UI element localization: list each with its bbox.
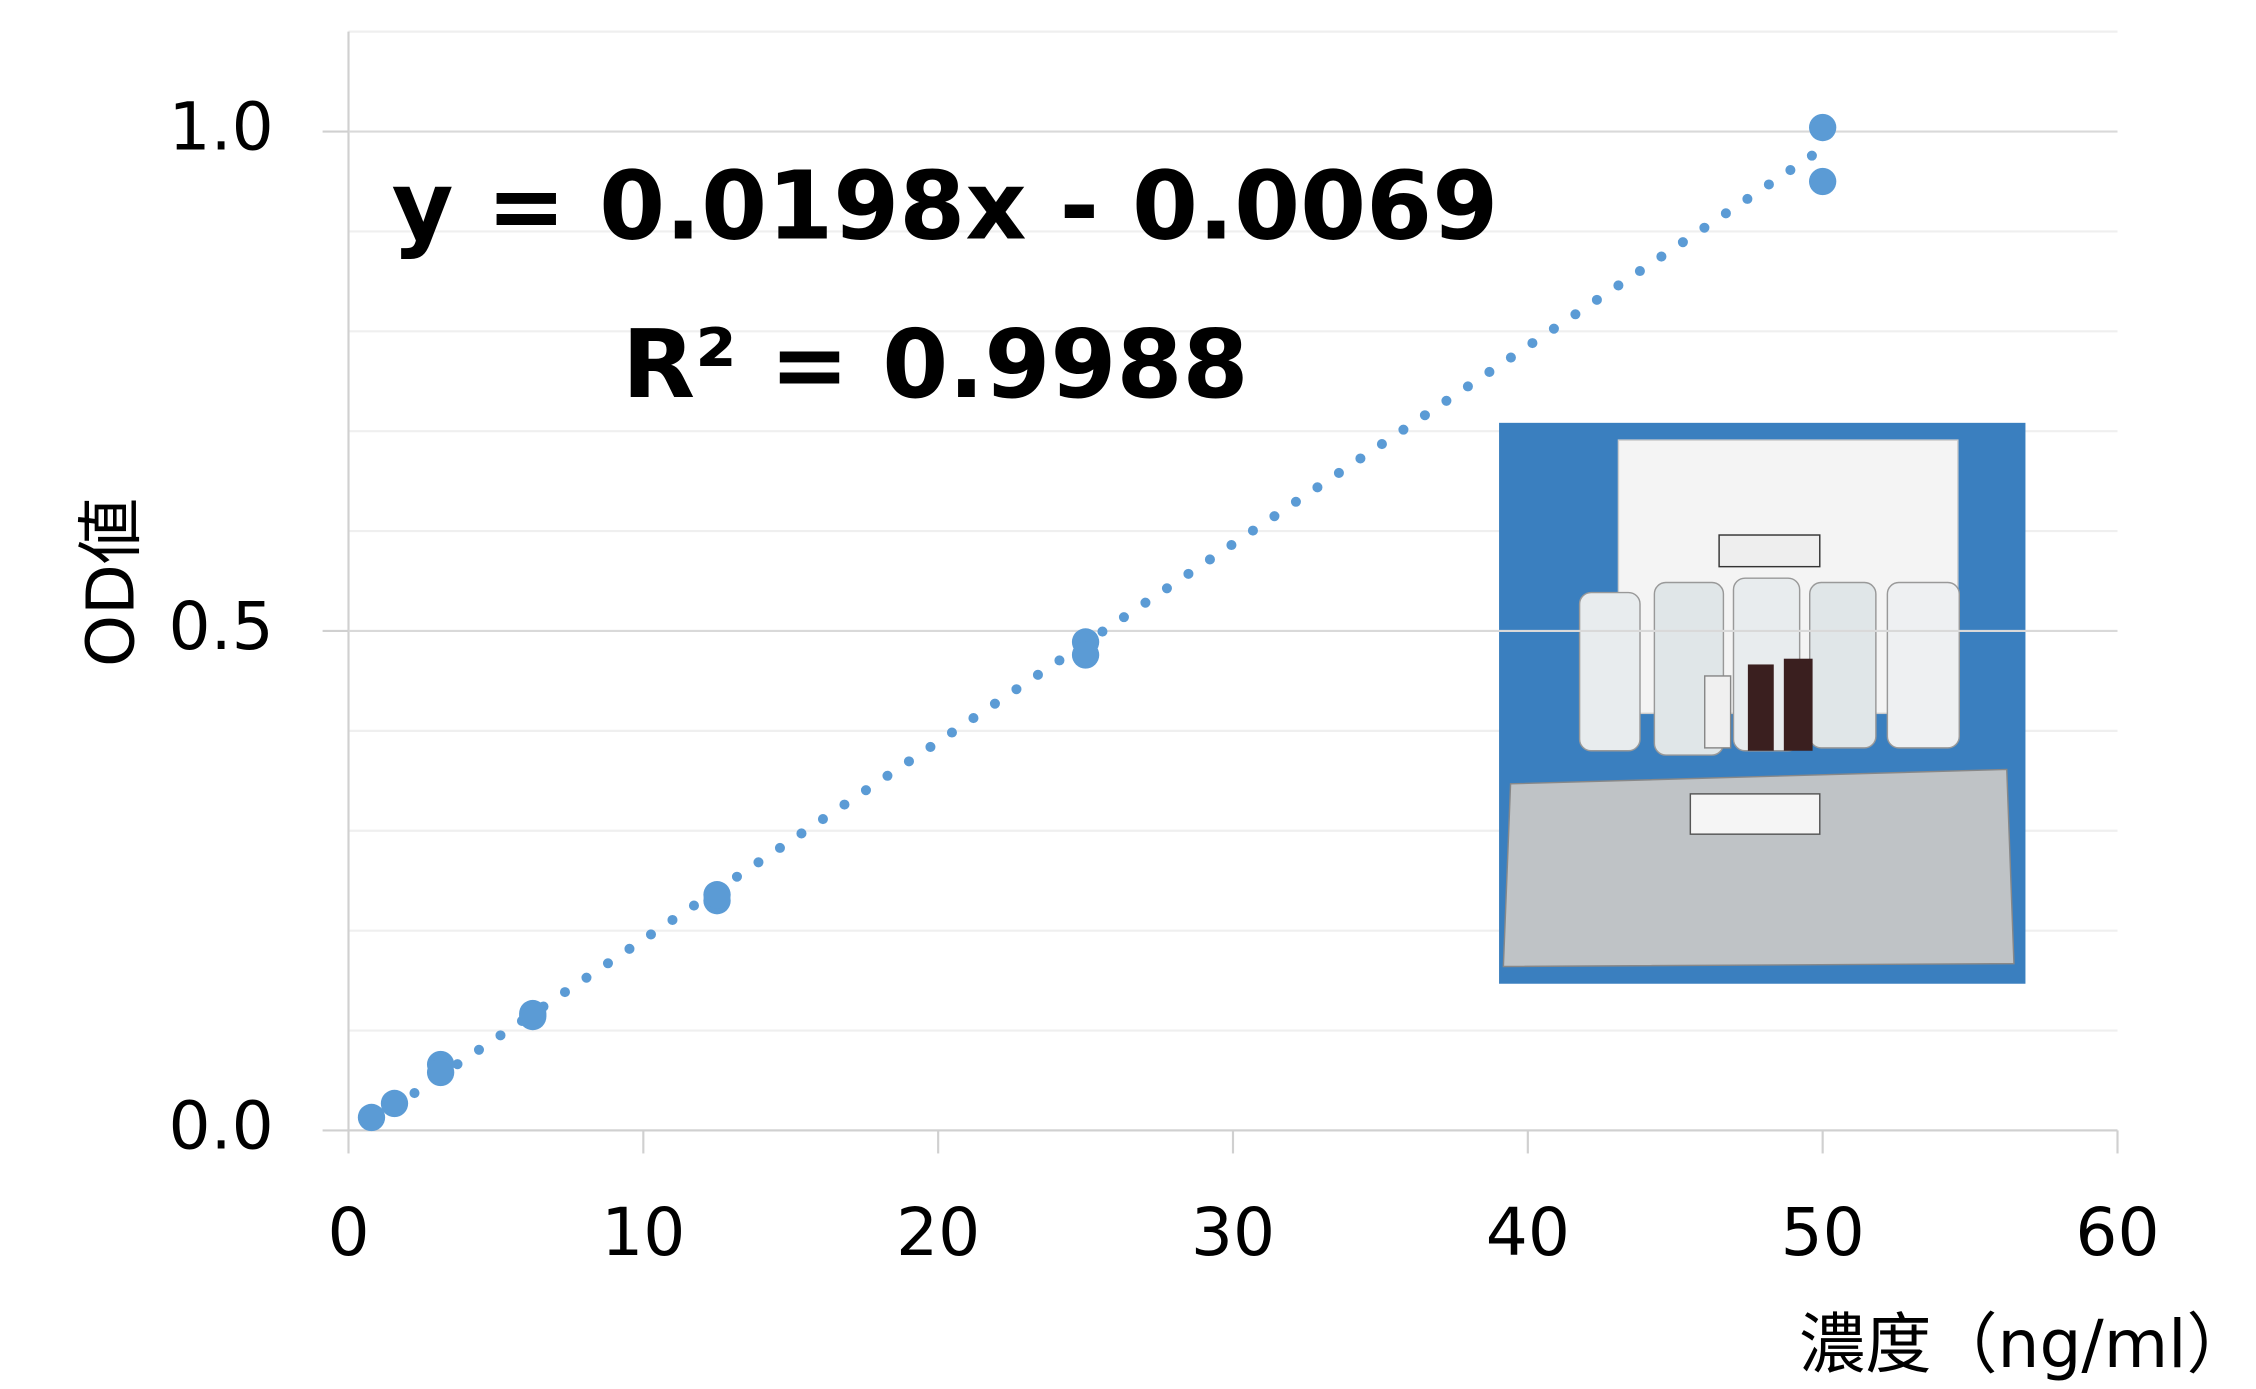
data-point — [426, 1058, 455, 1087]
x-tick-label: 40 — [1486, 1194, 1570, 1271]
data-point — [1808, 113, 1837, 142]
data-point — [1808, 167, 1837, 196]
y-tick-label: 0.5 — [169, 588, 274, 665]
x-tick-label: 50 — [1781, 1194, 1865, 1271]
data-point — [519, 1002, 547, 1031]
data-point — [380, 1089, 409, 1118]
data-point — [703, 881, 731, 909]
x-tick-label: 20 — [896, 1194, 980, 1271]
x-tick-label: 0 — [327, 1194, 369, 1271]
x-tick-label: 60 — [2075, 1194, 2159, 1271]
x-axis-label: 濃度（ng/ml） — [1799, 1306, 2253, 1383]
r-squared: R² = 0.9988 — [622, 310, 1248, 420]
x-tick-label: 30 — [1191, 1194, 1275, 1271]
data-point — [1071, 641, 1100, 669]
data-point — [357, 1103, 386, 1132]
y-tick-label: 1.0 — [169, 89, 274, 166]
kit-photo — [1499, 422, 2026, 984]
x-tick-label: 10 — [601, 1194, 685, 1271]
trendline-equation: y = 0.0198x - 0.0069 — [392, 152, 1499, 262]
y-tick-label: 0.0 — [169, 1087, 274, 1164]
y-axis-label: OD値 — [73, 498, 150, 667]
